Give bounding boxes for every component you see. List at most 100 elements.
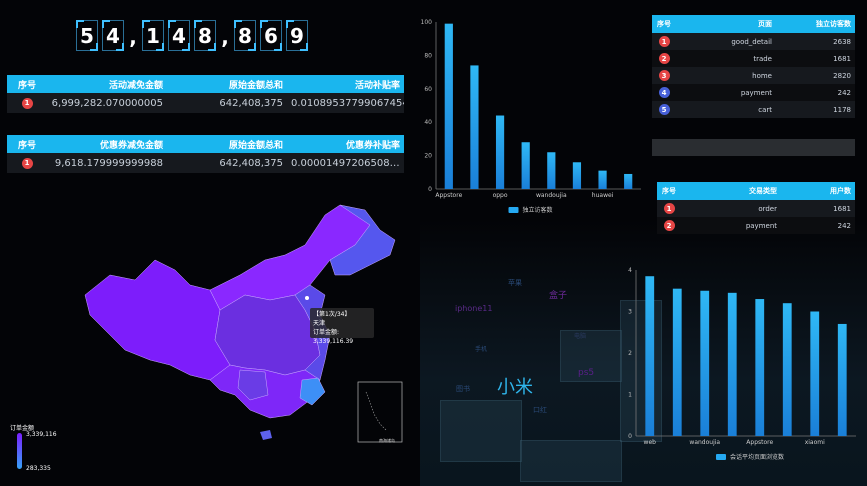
- bar: [810, 311, 820, 436]
- tooltip-region: 天津: [313, 320, 326, 327]
- word-cloud-term[interactable]: 盒子: [549, 291, 568, 301]
- map-marker-tianjin[interactable]: [305, 296, 309, 300]
- table-row[interactable]: 1 6,999,282.070000005 642,408,375 0.0108…: [7, 93, 404, 113]
- y-tick-label: 20: [424, 153, 432, 160]
- x-tick-label: Appstore: [746, 439, 773, 446]
- table-row[interactable]: 1 order 1681: [657, 200, 855, 217]
- header-users: 用户数: [830, 187, 851, 195]
- rank-badge: 2: [658, 53, 670, 64]
- rank-badge: 1: [663, 203, 675, 214]
- rank-badge: 1: [21, 157, 33, 169]
- china-map[interactable]: [80, 200, 410, 450]
- x-tick-label: oppo: [493, 192, 508, 199]
- table-row[interactable]: 4 payment 242: [652, 84, 855, 101]
- word-cloud-term[interactable]: 口红: [533, 406, 547, 414]
- uv-value: 242: [837, 88, 851, 97]
- table-row[interactable]: 2 payment 242: [657, 217, 855, 234]
- uv-value: 1681: [833, 54, 851, 63]
- counter-digit: 4: [102, 20, 124, 51]
- bar: [521, 142, 530, 189]
- table-row[interactable]: 1 9,618.179999999988 642,408,375 0.00001…: [7, 153, 404, 173]
- page-name: payment: [740, 88, 772, 97]
- y-tick-label: 40: [424, 119, 432, 126]
- uv-value: 2638: [833, 37, 851, 46]
- counter-digit: 4: [168, 20, 190, 51]
- y-tick-label: 100: [421, 19, 433, 26]
- legend-max: 3,339,116: [26, 431, 57, 438]
- visitor-bar-chart: 0 20 40 60 80 100 Appstore oppo wandoujia huawei 独…: [421, 19, 641, 214]
- background-block: [440, 400, 522, 462]
- word-cloud-term[interactable]: 苹果: [508, 279, 522, 287]
- legend-swatch: [716, 454, 726, 460]
- counter-separator: ,: [221, 25, 229, 49]
- y-tick-label: 4: [628, 267, 632, 274]
- page-name: trade: [753, 54, 772, 63]
- word-cloud-term[interactable]: 小米: [497, 377, 533, 398]
- map-region-hainan[interactable]: [260, 430, 272, 440]
- table-row[interactable]: 1 good_detail 2638: [652, 33, 855, 50]
- trade-type: order: [758, 204, 777, 213]
- table-header: 序号 页面 独立访客数: [652, 15, 855, 33]
- x-tick-label: Appstore: [435, 192, 462, 199]
- background-block: [620, 300, 662, 442]
- bar: [444, 23, 453, 190]
- rate-value: 0.000014972065082432...: [291, 157, 404, 169]
- rank-badge: 2: [663, 220, 675, 231]
- bar: [470, 65, 479, 189]
- user-count: 1681: [833, 204, 851, 213]
- header-type: 交易类型: [749, 187, 777, 195]
- word-cloud-term[interactable]: iphone11: [455, 304, 493, 313]
- original-value: 642,408,375: [219, 157, 283, 169]
- y-tick-label: 3: [628, 309, 632, 316]
- word-cloud-term[interactable]: 手机: [475, 346, 488, 353]
- counter-digit: 6: [260, 20, 282, 51]
- map-region-sichuan[interactable]: [237, 369, 269, 401]
- y-tick-label: 0: [428, 186, 432, 193]
- header-rate: 优惠券补贴率: [345, 140, 400, 151]
- trade-type: payment: [745, 221, 777, 230]
- table-row[interactable]: 3 home 2820: [652, 67, 855, 84]
- counter-digit: 8: [194, 20, 216, 51]
- table-row[interactable]: 5 cart 1178: [652, 101, 855, 118]
- bar: [645, 276, 655, 436]
- activity-subsidy-table: 序号 活动减免金额 原始金额总和 活动补贴率 1 6,999,282.07000…: [7, 75, 404, 113]
- header-rank: 序号: [17, 140, 36, 151]
- rank-badge: 1: [658, 36, 670, 47]
- word-cloud-term[interactable]: 电脑: [574, 333, 587, 340]
- bar: [598, 170, 607, 189]
- legend-label: 独立访客数: [523, 206, 553, 214]
- map-region-northeast[interactable]: [329, 204, 396, 276]
- rank-badge: 5: [658, 104, 670, 115]
- uv-value: 2820: [833, 71, 851, 80]
- legend-title: 订单金额: [10, 425, 35, 432]
- table-row[interactable]: 2 trade 1681: [652, 50, 855, 67]
- x-tick-label: web: [644, 439, 657, 446]
- legend-gradient-bar[interactable]: [17, 433, 22, 469]
- header-original: 原始金额总和: [228, 80, 283, 91]
- discount-value: 9,618.179999999988: [54, 157, 163, 169]
- bar: [624, 173, 633, 189]
- header-rate: 活动补贴率: [354, 80, 400, 91]
- uv-value: 1178: [833, 105, 851, 114]
- x-tick-label: wandoujia: [536, 192, 567, 199]
- header-original: 原始金额总和: [228, 140, 283, 151]
- x-tick-label: huawei: [592, 192, 614, 199]
- map-region-west[interactable]: [84, 259, 231, 381]
- word-cloud-term[interactable]: ps5: [578, 368, 595, 378]
- header-discount: 优惠券减免金额: [99, 140, 163, 151]
- header-uv: 独立访客数: [816, 20, 851, 28]
- y-tick-label: 60: [424, 86, 432, 93]
- map-region-guangdong[interactable]: [299, 377, 326, 406]
- table-header: 序号 活动减免金额 原始金额总和 活动补贴率: [7, 75, 404, 93]
- bar: [837, 323, 847, 436]
- counter-separator: ,: [129, 25, 137, 49]
- original-value: 642,408,375: [219, 97, 283, 109]
- bar: [700, 290, 710, 436]
- table-header: 序号 交易类型 用户数: [657, 182, 855, 200]
- bar: [755, 299, 765, 436]
- header-discount: 活动减免金额: [108, 80, 163, 91]
- south-sea-inset: [357, 381, 403, 443]
- word-cloud-term[interactable]: 图书: [456, 385, 470, 393]
- legend-min: 283,335: [26, 465, 51, 472]
